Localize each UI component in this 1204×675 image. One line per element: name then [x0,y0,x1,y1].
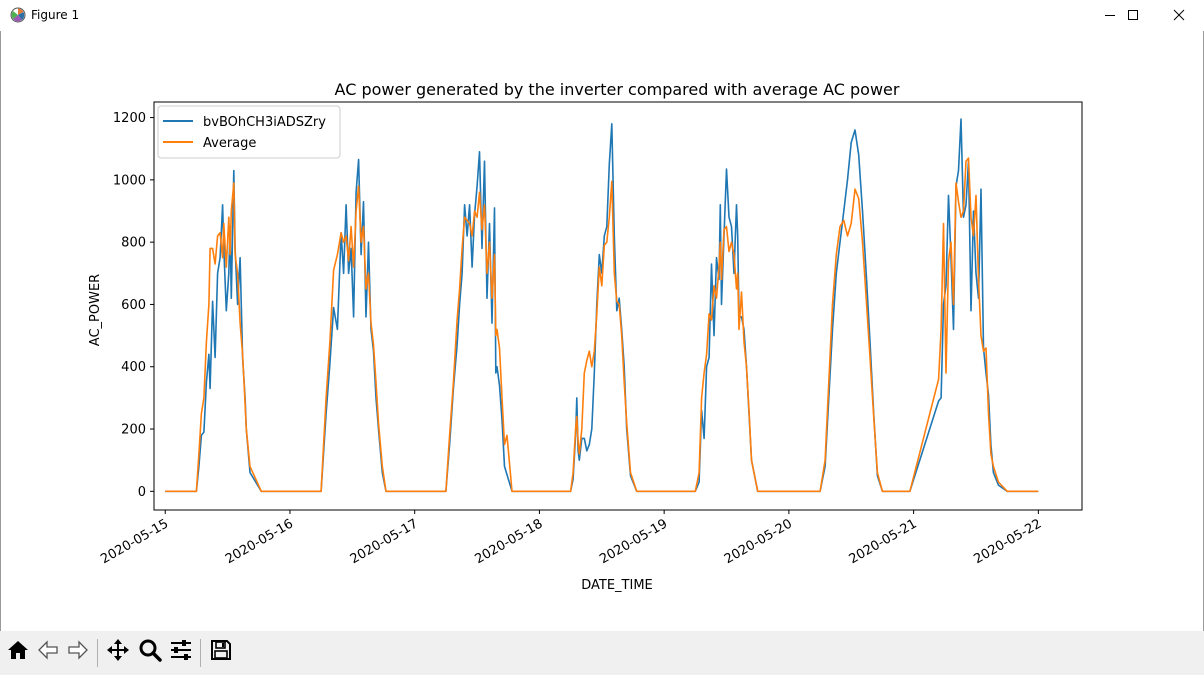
x-tick-label: 2020-05-17 [348,516,421,567]
series-line-average [165,157,1039,493]
figure-canvas[interactable]: AC power generated by the inverter compa… [2,31,1202,631]
back-button[interactable] [33,637,63,667]
legend-box [157,105,341,159]
toolbar-separator [200,639,201,667]
configure-subplots-button[interactable] [166,637,196,667]
y-tick-label: 1000 [113,173,146,188]
home-button[interactable] [3,637,33,667]
save-button[interactable] [206,637,236,667]
legend-label-inverter: bvBOhCH3iADSZry [203,115,326,130]
window-left-edge [0,31,1,675]
legend: bvBOhCH3iADSZry Average [157,105,341,159]
window-titlebar: Figure 1 [0,0,1204,31]
sliders-icon [169,638,193,666]
minimize-button[interactable] [1087,0,1133,31]
home-icon [6,638,30,666]
navigation-toolbar [0,631,1204,675]
y-tick-label: 1200 [113,111,146,126]
arrow-left-icon [36,638,60,666]
x-tick-label: 2020-05-18 [472,516,545,567]
x-tick-label: 2020-05-19 [597,516,670,567]
maximize-icon [1127,6,1139,25]
forward-button[interactable] [63,637,93,667]
plot-lines [165,118,1039,493]
y-tick-label: 800 [121,236,146,251]
magnifier-icon [138,638,162,666]
zoom-button[interactable] [135,637,165,667]
y-axis-label: AC_POWER [88,274,103,346]
x-tick-label: 2020-05-22 [971,516,1044,567]
chart-svg: AC power generated by the inverter compa… [88,80,1083,593]
axes-frame [153,101,1083,511]
x-tick-label: 2020-05-20 [722,516,795,567]
x-tick-label: 2020-05-16 [223,516,296,567]
x-tick-label: 2020-05-21 [847,516,920,567]
minimize-icon [1104,6,1116,25]
legend-label-average: Average [203,136,256,151]
floppy-disk-icon [209,638,233,666]
matplotlib-logo-icon [10,7,26,23]
toolbar-separator [97,639,98,667]
close-icon [1173,6,1185,25]
pan-button[interactable] [103,637,133,667]
y-tick-label: 200 [121,423,146,438]
y-tick-label: 0 [138,485,146,500]
y-tick-label: 400 [121,360,146,375]
window-title: Figure 1 [31,8,80,22]
close-button[interactable] [1156,0,1202,31]
maximize-button[interactable] [1110,0,1156,31]
chart-title: AC power generated by the inverter compa… [335,80,900,99]
arrow-right-icon [66,638,90,666]
x-axis-label: DATE_TIME [581,578,653,593]
y-axis-ticks: 0 200 400 600 800 1000 1200 [113,111,154,500]
series-line-inverter [165,118,1039,493]
x-tick-label: 2020-05-15 [98,516,171,567]
move-icon [106,638,130,666]
y-tick-label: 600 [121,298,146,313]
x-axis-ticks: 2020-05-15 2020-05-16 2020-05-17 2020-05-18… [98,510,1044,567]
